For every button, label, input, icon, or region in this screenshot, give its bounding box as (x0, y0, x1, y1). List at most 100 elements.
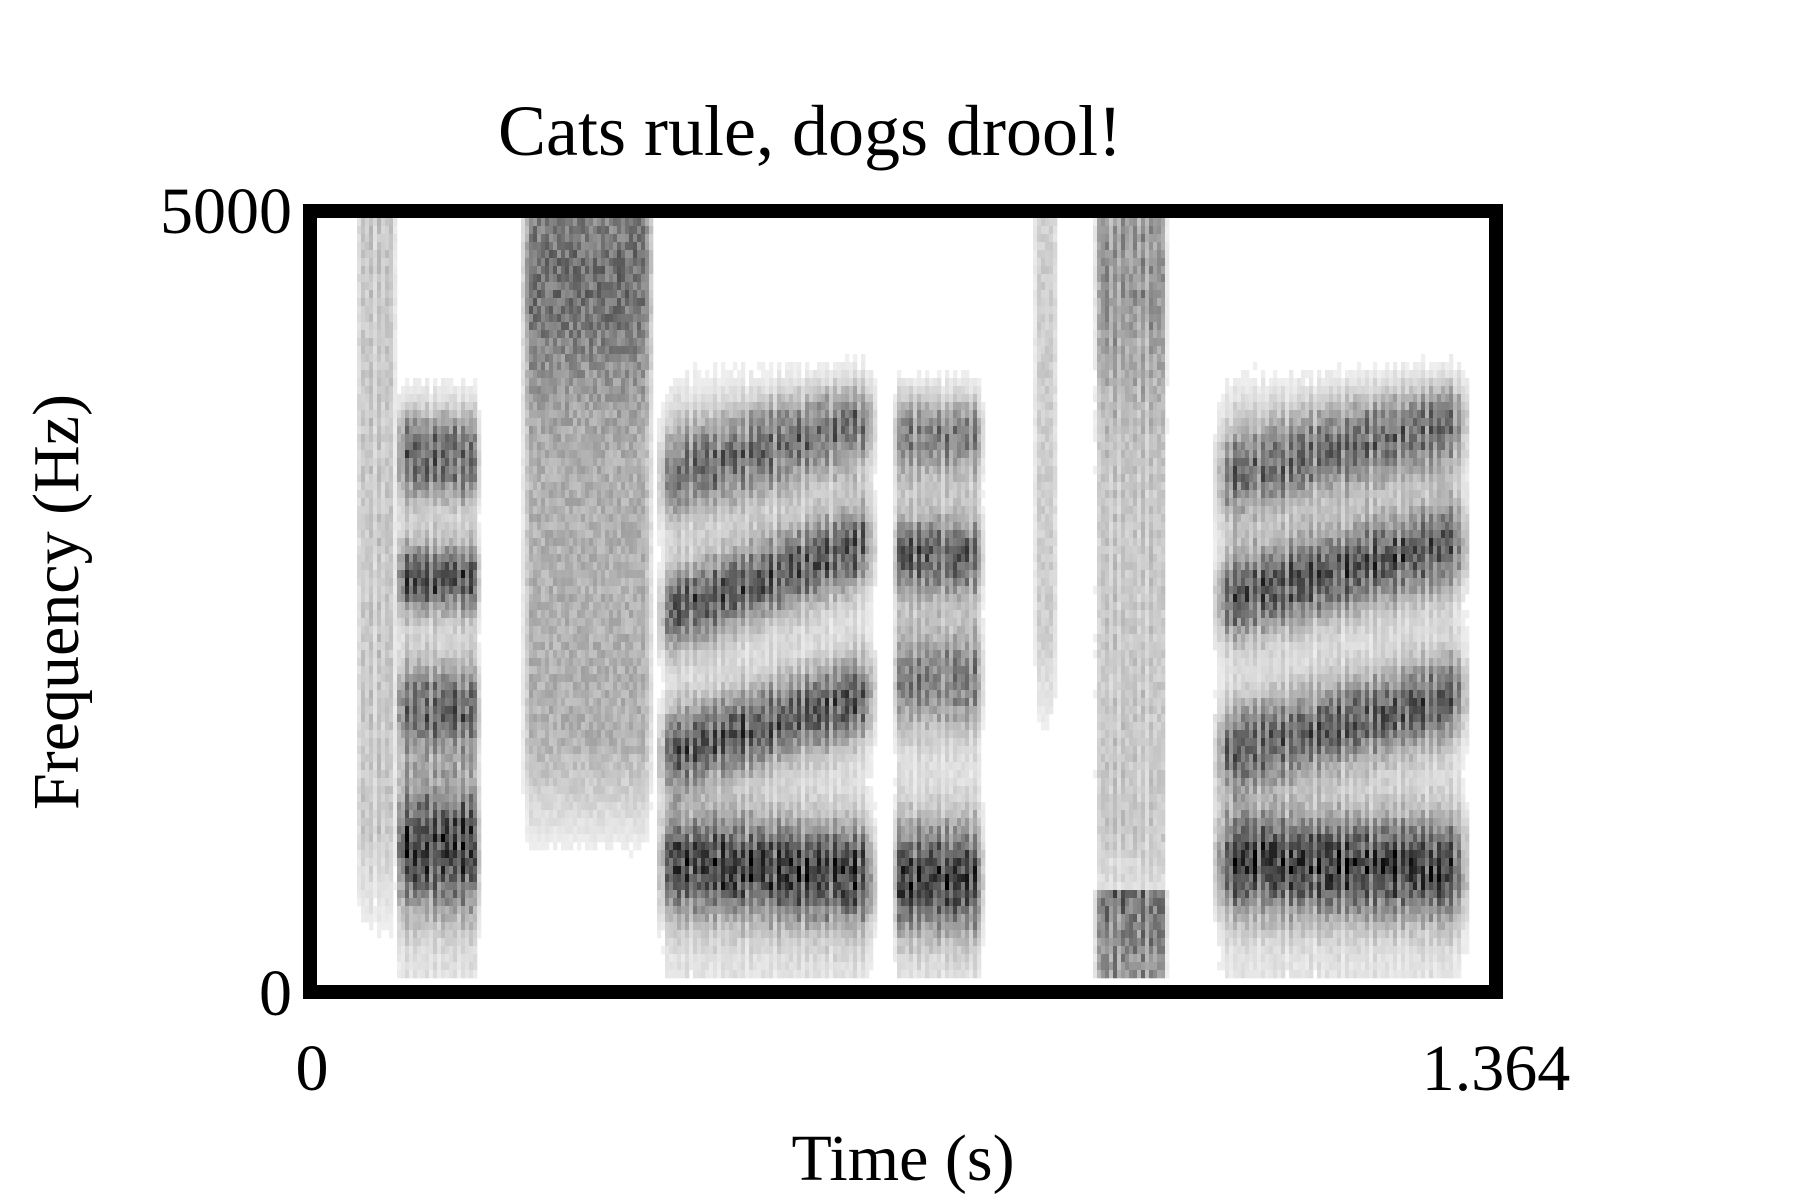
spectrogram-cell (425, 794, 430, 803)
spectrogram-cell (605, 354, 610, 363)
spectrogram-cell (641, 554, 646, 563)
spectrogram-cell (365, 258, 370, 267)
spectrogram-cell (641, 514, 646, 523)
spectrogram-cell (429, 826, 434, 835)
spectrogram-cell (589, 634, 594, 643)
spectrogram-cell (389, 794, 394, 803)
spectrogram-cell (633, 794, 638, 803)
spectrogram-cell (617, 690, 622, 699)
spectrogram-cell (369, 562, 374, 571)
spectrogram-cell (601, 554, 606, 563)
spectrogram-cell (389, 330, 394, 339)
spectrogram-cell (369, 482, 374, 491)
spectrogram-cell (361, 890, 366, 899)
spectrogram-cell (389, 930, 394, 939)
spectrogram-cell (417, 570, 422, 579)
spectrogram-cell (429, 842, 434, 851)
spectrogram-cell (545, 698, 550, 707)
spectrogram-cell (441, 938, 446, 947)
spectrogram-cell (529, 442, 534, 451)
spectrogram-cell (461, 930, 466, 939)
spectrogram-cell (369, 834, 374, 843)
spectrogram-cell (433, 970, 438, 979)
spectrogram-cell (569, 698, 574, 707)
spectrogram-cell (421, 514, 426, 523)
spectrogram-cell (393, 730, 398, 739)
spectrogram-cell (589, 498, 594, 507)
spectrogram-cell (529, 282, 534, 291)
spectrogram-cell (545, 338, 550, 347)
spectrogram-cell (557, 418, 562, 427)
spectrogram-cell (549, 514, 554, 523)
spectrogram-cell (549, 418, 554, 427)
spectrogram-cell (521, 490, 526, 499)
spectrogram-cell (621, 426, 626, 435)
spectrogram-cell (525, 706, 530, 715)
spectrogram-cell (401, 610, 406, 619)
spectrogram-cell (581, 506, 586, 515)
spectrogram-cell (629, 738, 634, 747)
spectrogram-cell (589, 586, 594, 595)
spectrogram-cell (437, 602, 442, 611)
spectrogram-cell (613, 306, 618, 315)
spectrogram-cell (553, 394, 558, 403)
spectrogram-cell (625, 266, 630, 275)
spectrogram-cell (417, 770, 422, 779)
spectrogram-cell (545, 554, 550, 563)
spectrogram-cell (397, 770, 402, 779)
spectrogram-cell (597, 722, 602, 731)
spectrogram-cell (637, 650, 642, 659)
spectrogram-cell (453, 890, 458, 899)
spectrogram-cell (365, 834, 370, 843)
spectrogram-cell (453, 690, 458, 699)
spectrogram-cell (441, 386, 446, 395)
spectrogram-cell (533, 290, 538, 299)
spectrogram-cell (533, 242, 538, 251)
spectrogram-cell (633, 394, 638, 403)
spectrogram-cell (553, 730, 558, 739)
spectrogram-cell (417, 682, 422, 691)
spectrogram-cell (569, 282, 574, 291)
spectrogram-cell (441, 498, 446, 507)
spectrogram-cell (389, 442, 394, 451)
spectrogram-cell (581, 314, 586, 323)
spectrogram-cell (525, 514, 530, 523)
spectrogram-cell (377, 338, 382, 347)
spectrogram-cell (361, 578, 366, 587)
spectrogram-cell (441, 706, 446, 715)
spectrogram-cell (581, 626, 586, 635)
spectrogram-cell (441, 458, 446, 467)
spectrogram-cell (565, 666, 570, 675)
spectrogram-cell (633, 634, 638, 643)
spectrogram-cell (429, 618, 434, 627)
spectrogram-cell (629, 794, 634, 803)
spectrogram-cell (521, 218, 526, 227)
spectrogram-cell (553, 330, 558, 339)
spectrogram-cell (441, 634, 446, 643)
spectrogram-cell (637, 426, 642, 435)
spectrogram-cell (613, 226, 618, 235)
spectrogram-cell (601, 530, 606, 539)
spectrogram-cell (381, 258, 386, 267)
spectrogram-cell (437, 706, 442, 715)
spectrogram-cell (401, 810, 406, 819)
spectrogram-cell (421, 498, 426, 507)
spectrogram-cell (433, 714, 438, 723)
spectrogram-cell (477, 714, 482, 723)
spectrogram-cell (565, 754, 570, 763)
spectrogram-cell (585, 690, 590, 699)
spectrogram-cell (365, 338, 370, 347)
spectrogram-cell (581, 490, 586, 499)
spectrogram-cell (409, 482, 414, 491)
spectrogram-cell (417, 410, 422, 419)
spectrogram-cell (413, 474, 418, 483)
spectrogram-cell (361, 218, 366, 227)
spectrogram-cell (545, 666, 550, 675)
spectrogram-cell (521, 634, 526, 643)
spectrogram-cell (601, 322, 606, 331)
spectrogram-cell (561, 466, 566, 475)
spectrogram-cell (409, 538, 414, 547)
spectrogram-cell (605, 770, 610, 779)
spectrogram-cell (553, 250, 558, 259)
spectrogram-cell (541, 530, 546, 539)
